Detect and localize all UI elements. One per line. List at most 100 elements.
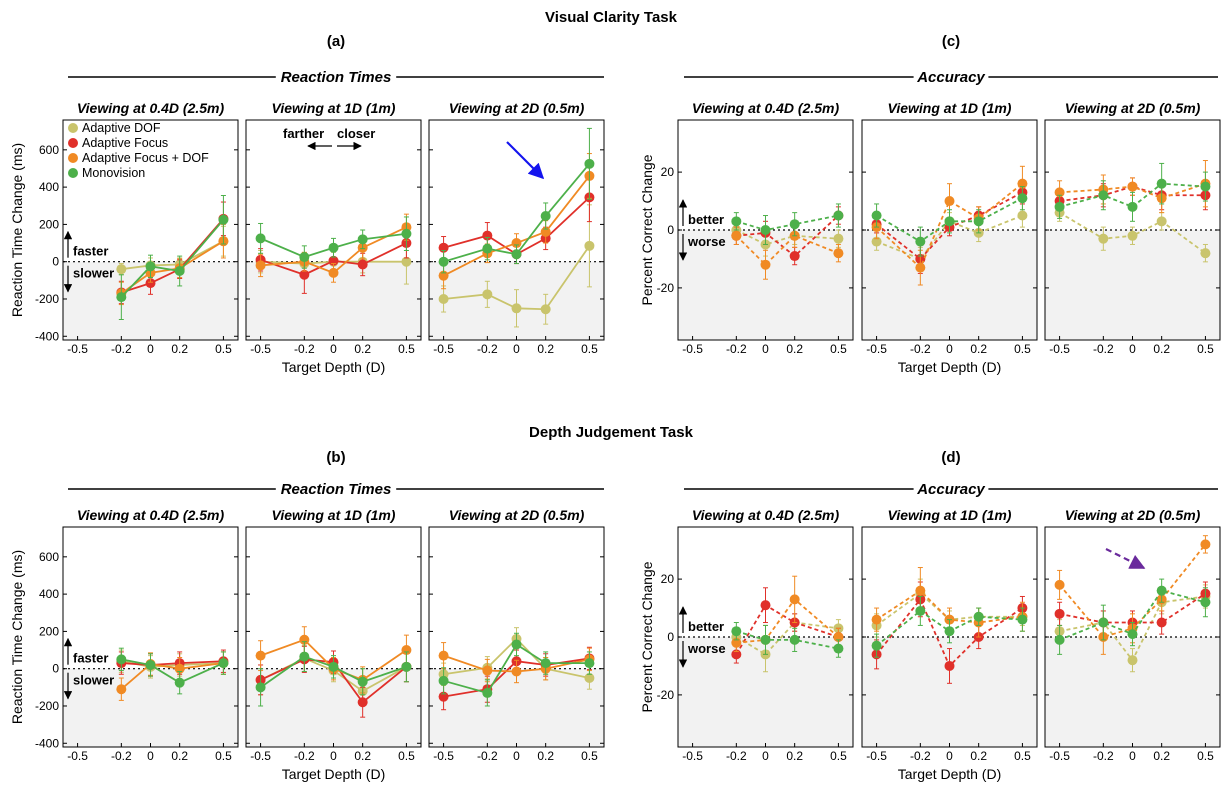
x-tick-label: -0.2 bbox=[910, 749, 931, 763]
x-tick-label: -0.2 bbox=[1093, 342, 1114, 356]
x-tick-label: -0.5 bbox=[1049, 749, 1070, 763]
x-tick-label: -0.5 bbox=[682, 342, 703, 356]
x-tick-label: -0.2 bbox=[294, 342, 315, 356]
y-tick-label: -200 bbox=[35, 699, 59, 713]
data-point bbox=[145, 261, 156, 272]
y-tick-label: 400 bbox=[39, 180, 59, 194]
y-tick-label: 0 bbox=[667, 223, 674, 237]
data-point bbox=[357, 234, 368, 245]
x-tick-label: 0.5 bbox=[830, 342, 847, 356]
data-point bbox=[255, 260, 266, 271]
series-line bbox=[735, 234, 839, 267]
data-point bbox=[833, 248, 844, 259]
data-point bbox=[789, 251, 800, 262]
data-point bbox=[328, 242, 339, 253]
panel-title: Viewing at 1D (1m) bbox=[272, 100, 396, 116]
x-tick-label: 0 bbox=[147, 749, 154, 763]
data-point bbox=[511, 303, 522, 314]
data-point bbox=[1017, 614, 1028, 625]
panel-group-label: (b) bbox=[326, 449, 345, 466]
data-point bbox=[1127, 201, 1138, 212]
legend-entry: Monovision bbox=[82, 166, 145, 180]
data-point bbox=[401, 661, 412, 672]
data-point bbox=[760, 600, 771, 611]
x-tick-label: -0.2 bbox=[910, 342, 931, 356]
data-point bbox=[915, 605, 926, 616]
series-line bbox=[736, 630, 839, 650]
data-point bbox=[299, 269, 310, 280]
data-point bbox=[1054, 579, 1065, 590]
data-point bbox=[1156, 585, 1167, 596]
data-point bbox=[511, 666, 522, 677]
y-tick-label: -400 bbox=[35, 736, 59, 750]
data-point bbox=[833, 210, 844, 221]
y-tick-label: 0 bbox=[667, 630, 674, 644]
data-point bbox=[731, 216, 742, 227]
panel-title: Viewing at 0.4D (2.5m) bbox=[692, 100, 840, 116]
panel-title: Viewing at 2D (0.5m) bbox=[449, 507, 585, 523]
y-axis-label: Reaction Time Change (ms) bbox=[9, 550, 25, 724]
decline-label: worse bbox=[687, 641, 726, 656]
x-tick-label: 0.2 bbox=[354, 342, 371, 356]
x-tick-label: 0.2 bbox=[171, 342, 188, 356]
x-tick-label: 0 bbox=[1129, 749, 1136, 763]
panel-title: Viewing at 0.4D (2.5m) bbox=[77, 100, 225, 116]
panel-title: Viewing at 2D (0.5m) bbox=[1065, 100, 1201, 116]
data-point bbox=[357, 697, 368, 708]
negative-region-shade bbox=[63, 668, 238, 747]
x-tick-label: 0 bbox=[762, 342, 769, 356]
x-tick-label: -0.2 bbox=[726, 749, 747, 763]
data-point bbox=[760, 634, 771, 645]
section-title: Accuracy bbox=[916, 481, 985, 498]
y-tick-label: -20 bbox=[657, 688, 675, 702]
data-point bbox=[1127, 181, 1138, 192]
x-tick-label: -0.5 bbox=[250, 749, 271, 763]
data-point bbox=[511, 249, 522, 260]
data-point bbox=[328, 661, 339, 672]
x-axis-label: Target Depth (D) bbox=[898, 359, 1001, 375]
series-line bbox=[121, 660, 224, 666]
decline-label: slower bbox=[73, 266, 114, 281]
series-line bbox=[121, 658, 224, 684]
legend-marker bbox=[68, 153, 78, 163]
legend-entry: Adaptive DOF bbox=[82, 121, 161, 135]
data-point bbox=[1127, 230, 1138, 241]
x-tick-label: -0.2 bbox=[477, 342, 498, 356]
data-point bbox=[833, 643, 844, 654]
improvement-label: faster bbox=[73, 244, 108, 259]
data-point bbox=[357, 676, 368, 687]
data-point bbox=[482, 243, 493, 254]
data-point bbox=[871, 640, 882, 651]
farther-label: farther bbox=[283, 126, 324, 141]
improvement-label: better bbox=[688, 212, 724, 227]
data-point bbox=[438, 256, 449, 267]
data-point bbox=[1127, 655, 1138, 666]
legend-marker bbox=[68, 168, 78, 178]
x-tick-label: 0.5 bbox=[215, 749, 232, 763]
y-tick-label: 600 bbox=[39, 143, 59, 157]
y-tick-label: -200 bbox=[35, 292, 59, 306]
data-point bbox=[218, 214, 229, 225]
data-point bbox=[760, 259, 771, 270]
x-tick-label: 0.2 bbox=[537, 342, 554, 356]
panel-group-label: (c) bbox=[942, 33, 960, 50]
x-tick-label: 0 bbox=[1129, 342, 1136, 356]
data-point bbox=[540, 211, 551, 222]
x-tick-label: 0 bbox=[147, 342, 154, 356]
data-point bbox=[1098, 190, 1109, 201]
x-tick-label: 0 bbox=[513, 342, 520, 356]
x-tick-label: -0.5 bbox=[866, 342, 887, 356]
data-point bbox=[915, 236, 926, 247]
data-point bbox=[1098, 617, 1109, 628]
data-point bbox=[299, 651, 310, 662]
data-point bbox=[584, 240, 595, 251]
x-axis-label: Target Depth (D) bbox=[898, 766, 1001, 782]
data-point bbox=[944, 216, 955, 227]
data-point bbox=[540, 658, 551, 669]
data-point bbox=[401, 645, 412, 656]
panel-group-label: (d) bbox=[941, 449, 960, 466]
data-point bbox=[482, 230, 493, 241]
series-line bbox=[736, 598, 840, 644]
x-tick-label: 0.5 bbox=[1197, 342, 1214, 356]
